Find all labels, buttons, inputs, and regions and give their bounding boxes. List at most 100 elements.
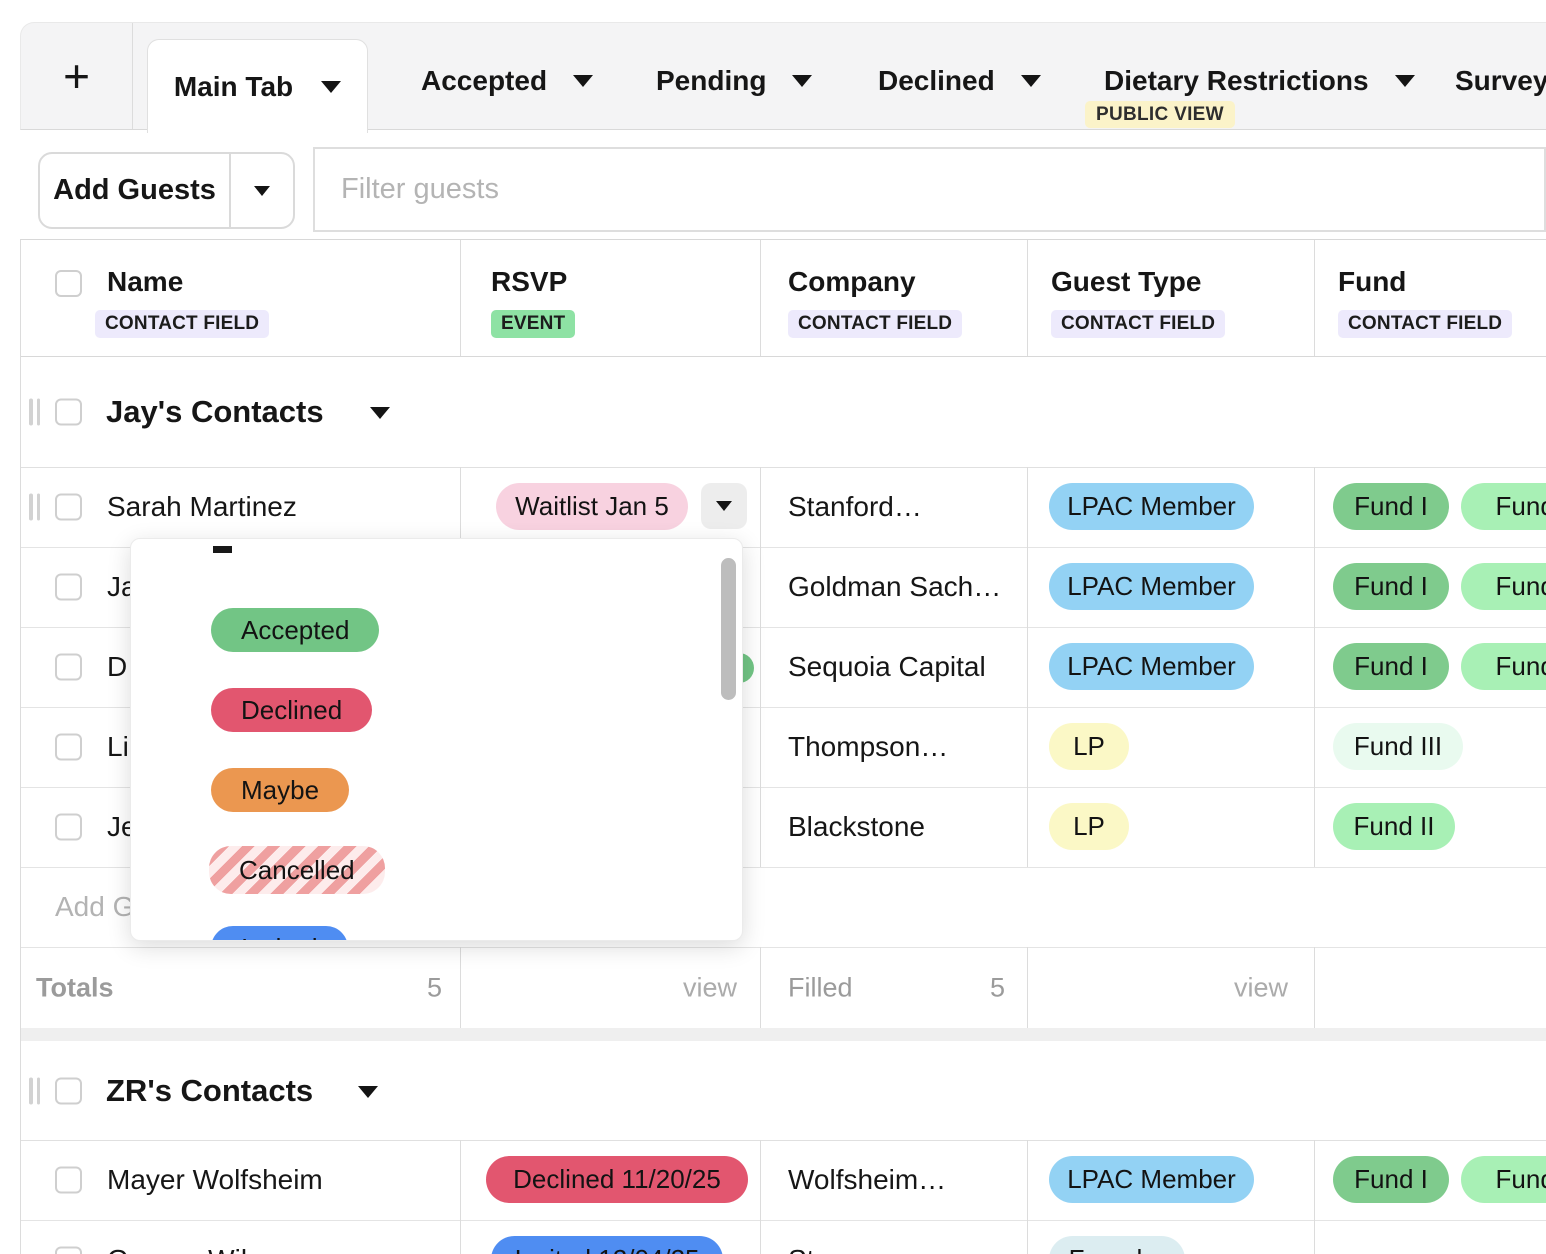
rsvp-option-declined[interactable]: Declined (211, 688, 373, 732)
fund-cell[interactable]: Fund II (1315, 787, 1546, 867)
fund-cell[interactable]: Fund I Fund II (1315, 1140, 1546, 1220)
view-link[interactable]: view (1233, 972, 1288, 1002)
guest-table: Name CONTACT FIELD RSVP EVENT Company CO… (20, 239, 1546, 1254)
select-all-checkbox[interactable] (55, 270, 82, 297)
fund-cell[interactable]: Fund I Fund II (1315, 627, 1546, 707)
company-name: St… (788, 1244, 842, 1254)
chevron-down-icon[interactable] (1020, 75, 1041, 87)
group-checkbox[interactable] (55, 1077, 82, 1104)
company-cell[interactable]: St… (761, 1220, 1028, 1254)
add-guests-button[interactable]: Add Guests (53, 174, 216, 206)
add-tab-button[interactable]: + (21, 23, 133, 129)
filter-guests-input[interactable] (313, 147, 1546, 232)
rsvp-option-accepted[interactable]: Accepted (211, 608, 380, 652)
company-name: Stanford… (788, 491, 922, 522)
rsvp-dropdown-button[interactable] (701, 483, 747, 529)
row-checkbox[interactable] (55, 653, 82, 681)
row-checkbox[interactable] (55, 813, 82, 841)
tab-accepted[interactable]: Accepted (421, 56, 594, 106)
rsvp-cell (461, 627, 761, 707)
rsvp-option-cancelled[interactable]: Cancelled (209, 846, 385, 894)
fund-cell[interactable]: Fund I Fund II (1315, 547, 1546, 627)
fund-pill[interactable]: Fund II (1461, 563, 1546, 610)
guest-type-pill[interactable]: LP (1049, 803, 1129, 850)
tab-main-tab[interactable]: Main Tab (147, 39, 368, 133)
column-header-company[interactable]: Company CONTACT FIELD (761, 240, 1028, 356)
column-header-fund[interactable]: Fund CONTACT FIELD (1315, 240, 1546, 356)
row-checkbox[interactable] (55, 1246, 82, 1254)
guest-type-cell[interactable]: LPAC Member (1028, 467, 1315, 547)
column-title: Guest Type (1051, 266, 1202, 297)
fund-pill[interactable]: Fund II (1333, 803, 1455, 850)
group-checkbox[interactable] (55, 398, 82, 425)
row-checkbox[interactable] (55, 493, 82, 521)
chevron-down-icon[interactable] (573, 75, 594, 87)
rsvp-status-pill[interactable]: Invited 12/04/25 (491, 1236, 723, 1254)
fund-pill[interactable]: Fund II (1461, 483, 1546, 530)
rsvp-option-invited[interactable]: Invited (211, 926, 348, 940)
guest-type-pill[interactable]: LPAC Member (1049, 643, 1254, 690)
guest-type-pill[interactable]: LPAC Member (1049, 563, 1254, 610)
rsvp-option-maybe[interactable]: Maybe (211, 768, 350, 812)
filled-label: Filled (788, 972, 853, 1002)
drag-handle[interactable] (29, 493, 42, 521)
tab-dietary-restrictions[interactable]: Dietary Restrictions (1104, 56, 1415, 106)
row-checkbox[interactable] (55, 573, 82, 601)
guest-type-pill[interactable]: LPAC Member (1049, 483, 1254, 530)
fund-pill[interactable]: Fund II (1461, 1156, 1546, 1203)
fund-cell[interactable]: Fund III (1315, 707, 1546, 787)
chevron-down-icon[interactable] (1394, 75, 1415, 87)
rsvp-status-pill[interactable]: Waitlist Jan 5 (496, 483, 688, 530)
company-name: Blackstone (788, 811, 925, 842)
company-cell[interactable]: Sequoia Capital (761, 627, 1028, 707)
dropdown-scrollbar[interactable] (721, 558, 736, 700)
fund-pill[interactable]: Fund II (1461, 643, 1546, 690)
column-header-rsvp[interactable]: RSVP EVENT (461, 240, 761, 356)
fund-cell[interactable]: Fund I Fund II (1315, 467, 1546, 547)
add-guests-dropdown-button[interactable] (229, 154, 293, 227)
fund-cell[interactable] (1315, 1220, 1546, 1254)
view-link[interactable]: view (682, 972, 737, 1002)
tab-pending[interactable]: Pending (656, 56, 813, 106)
chevron-down-icon[interactable] (370, 406, 390, 419)
tab-declined[interactable]: Declined (878, 56, 1041, 106)
company-cell[interactable]: Blackstone (761, 787, 1028, 867)
chevron-down-icon[interactable] (321, 80, 342, 93)
tab-label: Accepted (421, 65, 548, 96)
fund-pill[interactable]: Fund I (1333, 643, 1449, 690)
company-cell[interactable]: Wolfsheim… (761, 1140, 1028, 1220)
name-cell: D (21, 627, 461, 707)
company-cell[interactable]: Thompson… (761, 707, 1028, 787)
company-cell[interactable]: Stanford… (761, 467, 1028, 547)
tab-survey[interactable]: Survey (1455, 56, 1546, 106)
guest-type-cell[interactable]: LPAC Member (1028, 627, 1315, 707)
row-checkbox[interactable] (55, 733, 82, 761)
company-cell[interactable]: Goldman Sach… (761, 547, 1028, 627)
guest-type-cell[interactable]: LP (1028, 787, 1315, 867)
fund-pill[interactable]: Fund III (1333, 723, 1463, 770)
chevron-down-icon[interactable] (792, 75, 813, 87)
fund-pill[interactable]: Fund I (1333, 563, 1449, 610)
column-header-guest-type[interactable]: Guest Type CONTACT FIELD (1028, 240, 1315, 356)
drag-handle[interactable] (29, 398, 42, 425)
totals-rsvp-cell: view (461, 947, 761, 1028)
public-view-badge: PUBLIC VIEW (1085, 101, 1235, 128)
guest-type-cell[interactable]: LPAC Member (1028, 1140, 1315, 1220)
guest-type-pill[interactable]: Founder (1049, 1236, 1185, 1254)
table-row: D Sequoia Capital LPAC Member Fund I Fun… (21, 627, 1546, 708)
rsvp-cell (461, 787, 761, 867)
row-checkbox[interactable] (55, 1166, 82, 1194)
guest-type-pill[interactable]: LP (1049, 723, 1129, 770)
rsvp-cell: Waitlist Jan 5 (461, 467, 761, 547)
rsvp-status-pill[interactable]: Declined 11/20/25 (486, 1156, 748, 1203)
company-name: Thompson… (788, 731, 949, 762)
guest-type-pill[interactable]: LPAC Member (1049, 1156, 1254, 1203)
guest-type-cell[interactable]: LP (1028, 707, 1315, 787)
column-header-name[interactable]: Name CONTACT FIELD (21, 240, 461, 356)
drag-handle[interactable] (29, 1077, 42, 1104)
guest-type-cell[interactable]: Founder (1028, 1220, 1315, 1254)
chevron-down-icon[interactable] (358, 1085, 378, 1098)
guest-type-cell[interactable]: LPAC Member (1028, 547, 1315, 627)
fund-pill[interactable]: Fund I (1333, 1156, 1449, 1203)
fund-pill[interactable]: Fund I (1333, 483, 1449, 530)
